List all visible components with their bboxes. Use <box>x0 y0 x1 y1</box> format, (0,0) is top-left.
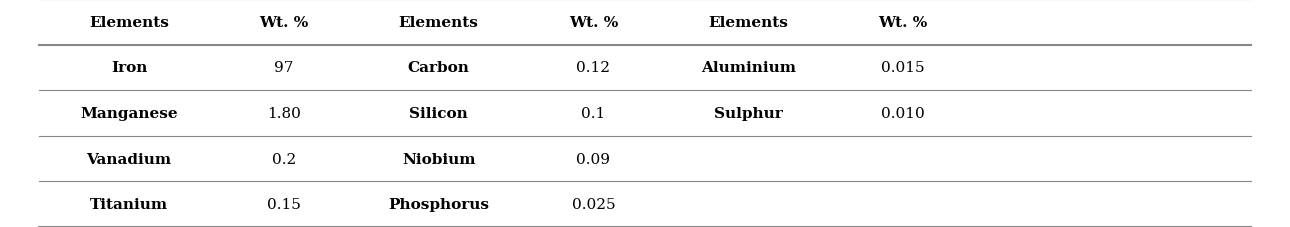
Text: Sulphur: Sulphur <box>713 106 783 121</box>
Text: 0.15: 0.15 <box>267 197 301 211</box>
Text: Carbon: Carbon <box>408 61 470 75</box>
Text: Wt. %: Wt. % <box>569 16 618 30</box>
Text: 0.2: 0.2 <box>272 152 295 166</box>
Text: 0.09: 0.09 <box>577 152 610 166</box>
Text: Elements: Elements <box>399 16 479 30</box>
Text: Iron: Iron <box>111 61 147 75</box>
Text: Aluminium: Aluminium <box>700 61 796 75</box>
Text: Wt. %: Wt. % <box>259 16 308 30</box>
Text: 0.12: 0.12 <box>577 61 610 75</box>
Text: 97: 97 <box>273 61 294 75</box>
Text: Vanadium: Vanadium <box>86 152 172 166</box>
Text: Manganese: Manganese <box>80 106 178 121</box>
Text: Phosphorus: Phosphorus <box>388 197 489 211</box>
Text: Elements: Elements <box>708 16 788 30</box>
Text: Titanium: Titanium <box>90 197 168 211</box>
Text: Elements: Elements <box>89 16 169 30</box>
Text: Niobium: Niobium <box>402 152 475 166</box>
Text: Silicon: Silicon <box>409 106 468 121</box>
Text: 0.1: 0.1 <box>582 106 605 121</box>
Text: 0.025: 0.025 <box>571 197 615 211</box>
Text: 0.015: 0.015 <box>881 61 925 75</box>
Text: Wt. %: Wt. % <box>878 16 928 30</box>
Text: 0.010: 0.010 <box>881 106 925 121</box>
Text: 1.80: 1.80 <box>267 106 301 121</box>
